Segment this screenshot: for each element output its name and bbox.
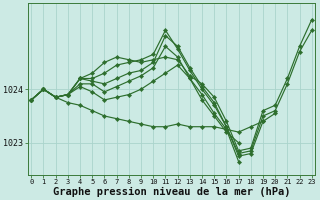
X-axis label: Graphe pression niveau de la mer (hPa): Graphe pression niveau de la mer (hPa) — [53, 186, 290, 197]
